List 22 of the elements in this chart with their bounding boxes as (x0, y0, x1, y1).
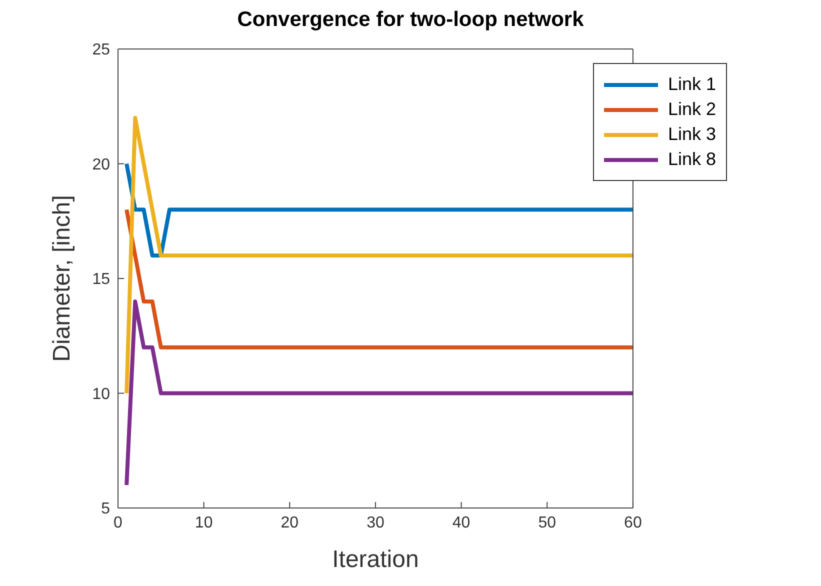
legend-label: Link 2 (668, 99, 716, 120)
x-tick-label: 30 (366, 514, 384, 532)
y-tick-label: 15 (92, 271, 110, 288)
x-axis-title: Iteration (332, 546, 419, 574)
x-tick-label: 60 (624, 514, 642, 532)
legend-label: Link 1 (668, 74, 716, 95)
line-series (124, 116, 633, 396)
x-tick-label: 0 (114, 514, 123, 532)
y-tick-label: 10 (92, 386, 110, 403)
x-tick-label: 50 (538, 514, 556, 532)
line-series (124, 208, 633, 350)
y-tick-label: 5 (101, 500, 110, 518)
legend-label: Link 3 (668, 124, 716, 145)
x-tick-label: 40 (452, 514, 470, 532)
y-tick-label: 20 (92, 156, 110, 174)
y-axis-title: Diameter, [inch] (48, 195, 76, 362)
y-tick-label: 25 (92, 42, 110, 59)
line-series (124, 299, 633, 488)
x-tick-label: 10 (194, 514, 213, 532)
chart-title: Convergence for two-loop network (236, 8, 585, 32)
legend-label: Link 8 (668, 149, 716, 170)
x-tick-label: 20 (280, 514, 299, 532)
